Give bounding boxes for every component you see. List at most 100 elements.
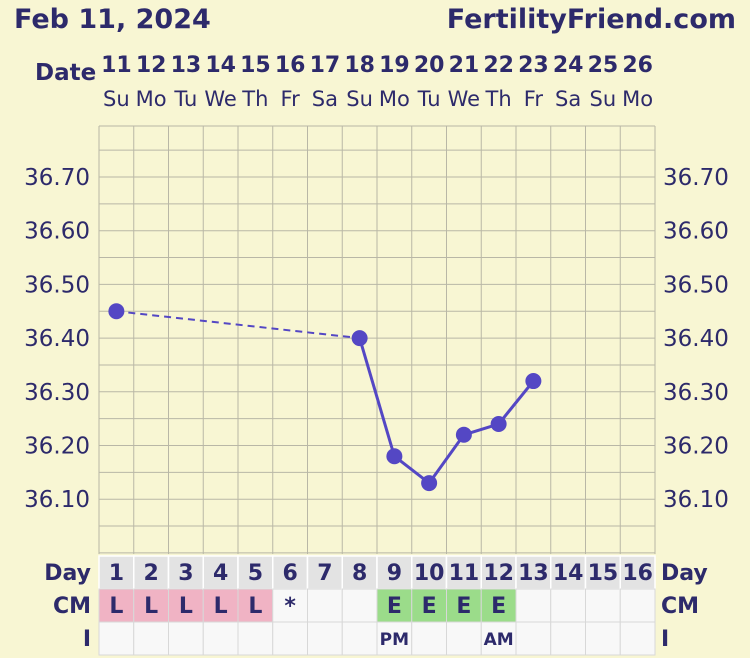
date-number: 25 [588, 53, 619, 78]
cm-cell [619, 588, 656, 623]
cycle-day-number: 6 [282, 561, 297, 586]
weekday-label: Sa [312, 87, 338, 111]
y-tick-label-left: 36.40 [24, 326, 90, 352]
cm-value: E [387, 594, 402, 619]
date-number: 26 [622, 53, 653, 78]
i-cell [98, 621, 135, 656]
cm-value: L [179, 594, 193, 619]
weekday-label: Th [241, 87, 268, 111]
temperature-point [386, 448, 403, 465]
cm-value: L [109, 594, 123, 619]
cycle-day-number: 1 [109, 561, 124, 586]
temperature-line-segment [427, 433, 466, 484]
cycle-day-number: 7 [317, 561, 332, 586]
y-tick-label-right: 36.10 [663, 487, 729, 513]
y-tick-label-left: 36.20 [24, 434, 90, 460]
date-row-label: Date [35, 60, 96, 86]
cm-cell [237, 588, 274, 623]
cycle-day-number: 11 [449, 561, 480, 586]
cm-value: E [491, 594, 506, 619]
i-cell [411, 621, 447, 656]
y-tick-label-right: 36.40 [663, 326, 729, 352]
temperature-point [455, 426, 472, 443]
temperature-series [108, 303, 542, 492]
y-tick-label-right: 36.70 [663, 165, 729, 191]
cm-cell [515, 588, 552, 623]
temperature-point [490, 416, 507, 433]
day-cell [272, 555, 309, 590]
cm-value: L [214, 594, 228, 619]
cm-cell [202, 588, 239, 623]
i-cell [133, 621, 169, 656]
temperature-point [351, 330, 368, 347]
i-row-label-right: I [661, 627, 669, 652]
y-tick-label-right: 36.60 [663, 219, 729, 245]
temperature-point [108, 303, 125, 320]
date-number: 18 [344, 53, 375, 78]
day-row-label-left: Day [44, 561, 91, 586]
y-tick-label-left: 36.30 [24, 380, 90, 406]
weekday-label: We [204, 87, 236, 111]
cycle-day-number: 2 [143, 561, 158, 586]
i-cell [550, 621, 586, 656]
cycle-day-number: 5 [248, 561, 263, 586]
weekday-label: Su [590, 87, 617, 111]
cm-cell [272, 588, 308, 623]
cycle-day-number: 14 [553, 561, 584, 586]
date-number: 24 [553, 53, 584, 78]
date-number: 17 [310, 53, 341, 78]
cycle-day-number: 10 [414, 561, 445, 586]
cycle-day-number: 4 [213, 561, 228, 586]
cycle-day-number: 3 [178, 561, 193, 586]
date-number: 20 [414, 53, 445, 78]
y-tick-label-right: 36.30 [663, 380, 729, 406]
date-number: 16 [275, 53, 306, 78]
site-name[interactable]: FertilityFriend.com [447, 4, 736, 35]
y-tick-label-left: 36.70 [24, 165, 90, 191]
temperature-line-segment [358, 337, 396, 457]
date-number: 14 [205, 53, 236, 78]
weekday-label: We [448, 87, 480, 111]
i-cell [341, 621, 378, 656]
y-axis-right: 36.70 36.60 36.50 36.40 36.30 36.20 36.10 [663, 165, 729, 513]
weekday-label: Mo [379, 87, 410, 111]
i-cell [585, 621, 621, 656]
weekday-label: Tu [417, 87, 441, 111]
day-cell [133, 555, 170, 590]
cycle-day-number: 12 [483, 561, 514, 586]
i-row-label-left: I [83, 627, 91, 652]
date-number: 11 [101, 53, 132, 78]
y-tick-label-left: 36.60 [24, 219, 90, 245]
date-number: 12 [136, 53, 167, 78]
temperature-line-segment [497, 380, 535, 425]
cm-row-label-right: CM [661, 594, 699, 619]
i-value: PM [380, 630, 409, 650]
weekday-label: Sa [555, 87, 581, 111]
cm-cell [307, 588, 343, 623]
i-cell [480, 621, 517, 656]
date-number: 19 [379, 53, 410, 78]
day-cell [411, 555, 448, 590]
i-cell [237, 621, 274, 656]
date-number: 21 [449, 53, 480, 78]
cm-value: L [144, 594, 158, 619]
cm-cell [446, 588, 482, 623]
day-cell [480, 555, 517, 590]
i-cell [202, 621, 239, 656]
weekday-label: Su [103, 87, 130, 111]
i-cell [619, 621, 656, 656]
day-cell [306, 555, 343, 590]
i-cell [515, 621, 552, 656]
cycle-day-number: 13 [518, 561, 549, 586]
date-header: 11Su12Mo13Tu14We15Th16Fr17Sa18Su19Mo20Tu… [101, 53, 653, 111]
cycle-day-number: 9 [387, 561, 402, 586]
day-cell [202, 555, 239, 590]
i-cell [168, 621, 204, 656]
date-number: 22 [483, 53, 514, 78]
cm-cell [550, 588, 586, 623]
temperature-line-segment [116, 310, 360, 340]
cm-cell [585, 588, 621, 623]
y-tick-label-right: 36.20 [663, 434, 729, 460]
weekday-label: Tu [173, 87, 197, 111]
